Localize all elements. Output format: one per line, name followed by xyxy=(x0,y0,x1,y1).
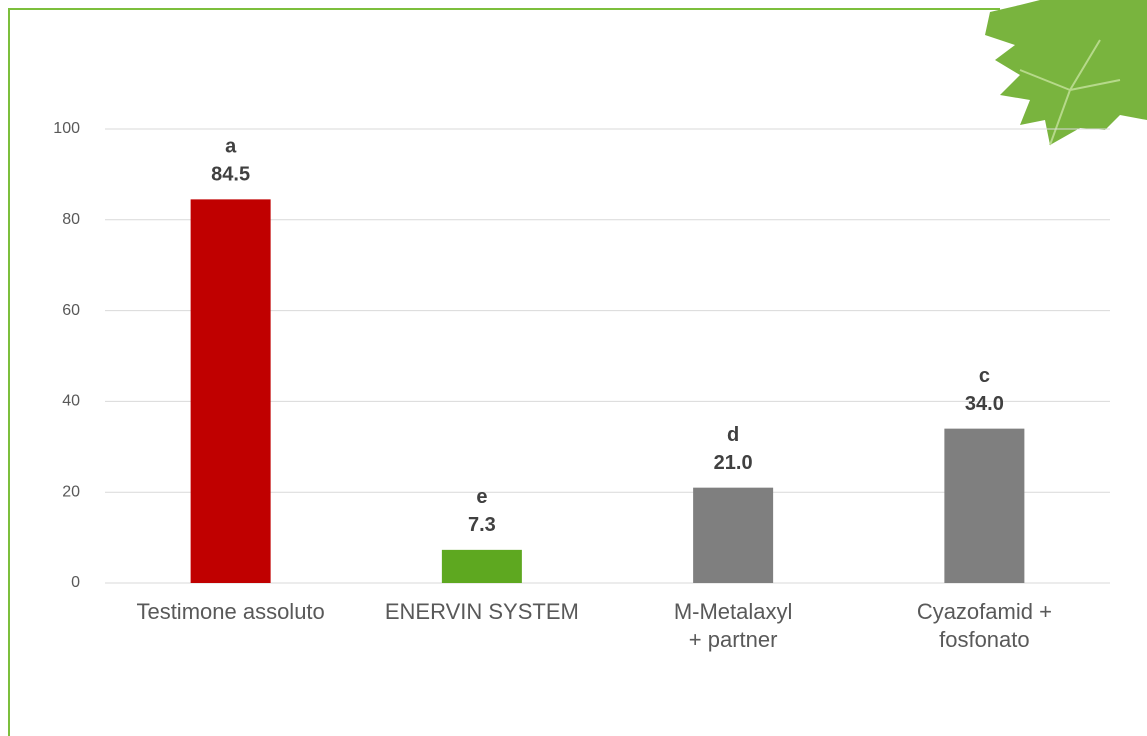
value-label: 84.5 xyxy=(211,164,250,186)
value-label: 7.3 xyxy=(468,514,496,536)
bar xyxy=(944,428,1025,583)
y-tick-label: 40 xyxy=(62,393,80,410)
x-tick-label: ENERVIN SYSTEM xyxy=(385,599,579,624)
y-tick-label: 100 xyxy=(53,120,80,137)
bar xyxy=(190,199,271,583)
significance-letter: c xyxy=(979,365,990,387)
leaf-decoration xyxy=(985,0,1147,146)
y-tick-label: 80 xyxy=(62,211,80,228)
bar xyxy=(693,487,774,583)
y-tick-label: 0 xyxy=(71,574,80,591)
x-tick-label: fosfonato xyxy=(939,627,1030,652)
frame xyxy=(8,8,1000,736)
significance-letter: a xyxy=(225,136,237,158)
y-tick-label: 60 xyxy=(62,302,80,319)
significance-letter: e xyxy=(476,486,487,508)
bar xyxy=(441,549,522,583)
value-label: 34.0 xyxy=(965,393,1004,415)
value-label: 21.0 xyxy=(714,452,753,474)
y-tick-label: 20 xyxy=(62,483,80,500)
x-tick-label: + partner xyxy=(689,627,778,652)
x-tick-label: Testimone assoluto xyxy=(136,599,324,624)
significance-letter: d xyxy=(727,424,739,446)
x-tick-label: Cyazofamid + xyxy=(917,599,1052,624)
x-tick-label: M-Metalaxyl xyxy=(674,599,793,624)
